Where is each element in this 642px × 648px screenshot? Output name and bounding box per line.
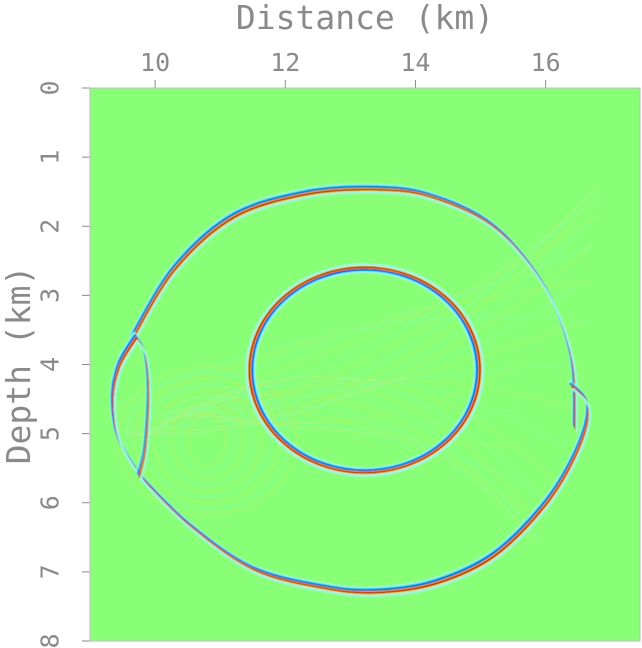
wavefront-band (249, 267, 480, 473)
wavefront-band (136, 340, 152, 481)
wavefront-band (247, 265, 482, 475)
wavefield-image (105, 183, 599, 598)
y-tick-label: 0 (36, 80, 65, 95)
wavefront-band (113, 340, 146, 485)
y-tick-label: 8 (36, 633, 65, 648)
wavefront-outer-upper (129, 183, 579, 433)
wavefront-band (244, 263, 485, 477)
x-tick-label: 12 (270, 48, 300, 77)
y-tick-label: 3 (36, 288, 65, 303)
y-tick-label: 2 (36, 219, 65, 234)
y-tick-label: 5 (36, 426, 65, 441)
x-axis-label: Distance (km) (236, 0, 494, 37)
y-tick-label: 6 (36, 495, 65, 510)
plot-frame (89, 87, 641, 642)
y-tick-label: 4 (36, 357, 65, 372)
x-ticks: 10 12 14 16 (140, 48, 561, 88)
wavefront-left-fold (132, 331, 152, 481)
plot-area (90, 88, 640, 641)
y-tick-label: 1 (36, 150, 65, 165)
x-tick-label: 16 (531, 48, 561, 77)
wavefront-band (251, 268, 478, 472)
y-axis-label: Depth (km) (0, 266, 38, 465)
wavefront-outer-lower (135, 380, 592, 598)
y-ticks: 0 1 2 3 4 5 6 7 8 (36, 80, 90, 648)
y-tick-label: 7 (36, 564, 65, 579)
wavefront-left-crescent (109, 331, 146, 485)
wavefront-band (250, 268, 479, 472)
wavefront-band (133, 191, 579, 433)
x-tick-label: 10 (140, 48, 170, 77)
x-tick-label: 14 (400, 48, 430, 77)
wavefront-band (252, 269, 477, 471)
wavefront-inner-ellipse (244, 263, 485, 477)
wavefront-band (139, 388, 592, 598)
